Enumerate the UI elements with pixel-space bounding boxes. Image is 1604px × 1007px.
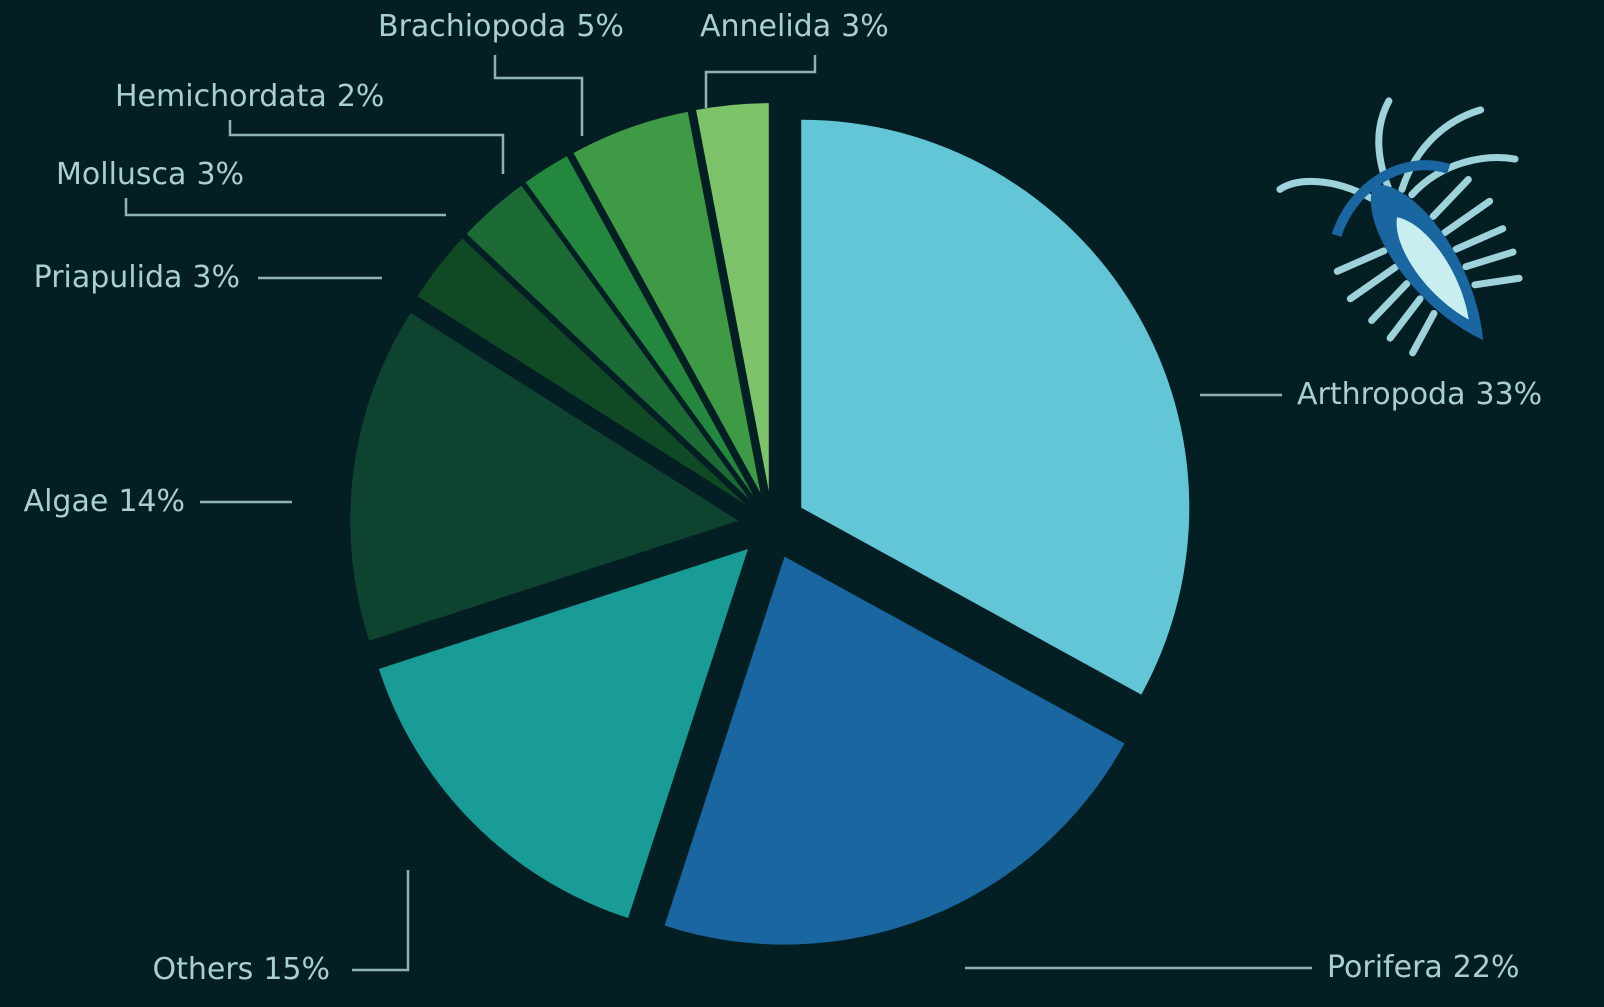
leader-line (352, 870, 410, 972)
bug-icon (1276, 97, 1523, 357)
slice-label: Hemichordata 2% (115, 79, 384, 114)
labels: Arthropoda 33% Porifera 22% Others 15% Algae 14… (24, 9, 1543, 987)
slice-label: Brachiopoda 5% (378, 9, 624, 44)
slice-label: Arthropoda 33% (1297, 377, 1542, 412)
pie-slice (573, 111, 761, 494)
category-name: Annelida (700, 9, 831, 44)
value-label: 5% (576, 9, 624, 44)
category-name: Arthropoda (1297, 377, 1466, 412)
value-label: 33% (1476, 377, 1543, 412)
category-name: Mollusca (56, 157, 186, 192)
slice-label: Priapulida 3% (34, 260, 240, 295)
value-label: 14% (118, 484, 185, 519)
category-name: Hemichordata (115, 79, 327, 114)
category-name: Porifera (1327, 950, 1443, 985)
leader-line (493, 55, 584, 136)
value-label: 3% (196, 157, 244, 192)
pie-slice (466, 185, 750, 500)
pie-slice (696, 103, 769, 492)
slice-label: Mollusca 3% (56, 157, 244, 192)
category-name: Brachiopoda (378, 9, 566, 44)
leader-line (704, 55, 817, 108)
leader-line (124, 198, 446, 217)
slice-label: Algae 14% (24, 484, 185, 519)
category-name: Algae (24, 484, 109, 519)
pie-slice (350, 312, 739, 641)
value-label: 3% (192, 260, 240, 295)
slice-label: Annelida 3% (700, 9, 889, 44)
pie-slice (378, 549, 748, 919)
leader-line (228, 120, 505, 174)
category-name: Priapulida (34, 260, 183, 295)
slice-label: Others 15% (153, 952, 331, 987)
value-label: 15% (263, 952, 330, 987)
pie-slice (417, 238, 746, 505)
pie-slice (525, 156, 754, 497)
category-name: Others (153, 952, 254, 987)
value-label: 22% (1453, 950, 1520, 985)
pie-slice (801, 119, 1190, 695)
slice-label: Porifera 22% (1327, 950, 1519, 985)
value-label: 2% (337, 79, 385, 114)
pie-slice (664, 556, 1125, 945)
value-label: 3% (841, 9, 889, 44)
slices (350, 103, 1190, 945)
